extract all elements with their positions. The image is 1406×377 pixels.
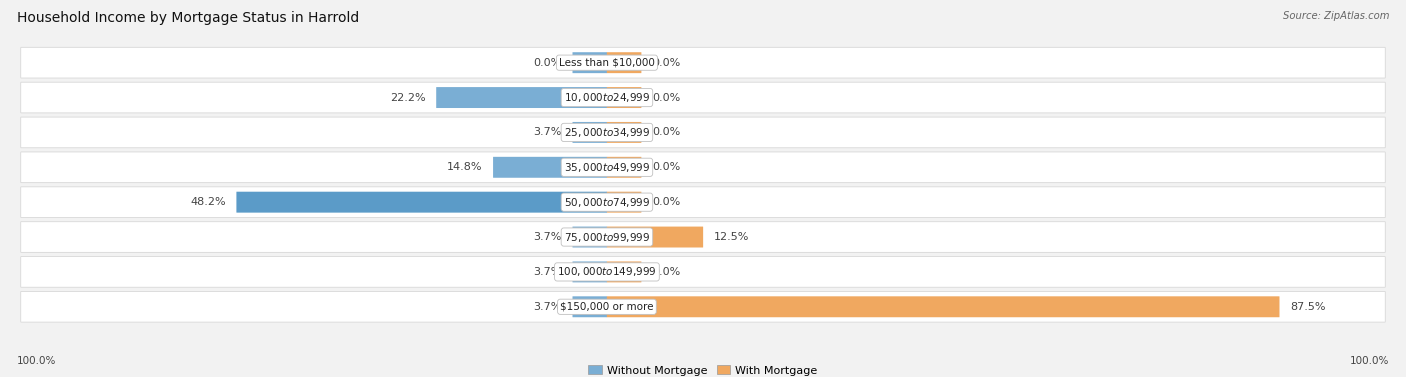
- FancyBboxPatch shape: [436, 87, 607, 108]
- FancyBboxPatch shape: [607, 227, 703, 248]
- FancyBboxPatch shape: [607, 262, 641, 282]
- FancyBboxPatch shape: [21, 48, 1385, 78]
- Text: Less than $10,000: Less than $10,000: [560, 58, 655, 68]
- FancyBboxPatch shape: [607, 122, 641, 143]
- Text: 0.0%: 0.0%: [652, 92, 681, 103]
- Text: 0.0%: 0.0%: [652, 267, 681, 277]
- FancyBboxPatch shape: [607, 192, 641, 213]
- Text: 100.0%: 100.0%: [17, 356, 56, 366]
- FancyBboxPatch shape: [21, 187, 1385, 218]
- FancyBboxPatch shape: [572, 227, 607, 248]
- Text: 3.7%: 3.7%: [533, 127, 561, 138]
- FancyBboxPatch shape: [21, 257, 1385, 287]
- Text: 100.0%: 100.0%: [1350, 356, 1389, 366]
- FancyBboxPatch shape: [607, 52, 641, 73]
- FancyBboxPatch shape: [494, 157, 607, 178]
- Text: 14.8%: 14.8%: [447, 162, 482, 172]
- Text: 3.7%: 3.7%: [533, 302, 561, 312]
- Text: 0.0%: 0.0%: [652, 162, 681, 172]
- FancyBboxPatch shape: [607, 296, 1279, 317]
- Text: 48.2%: 48.2%: [190, 197, 225, 207]
- FancyBboxPatch shape: [21, 152, 1385, 182]
- Text: $25,000 to $34,999: $25,000 to $34,999: [564, 126, 650, 139]
- Text: $150,000 or more: $150,000 or more: [560, 302, 654, 312]
- Text: 0.0%: 0.0%: [652, 197, 681, 207]
- FancyBboxPatch shape: [572, 296, 607, 317]
- Text: 0.0%: 0.0%: [533, 58, 561, 68]
- FancyBboxPatch shape: [21, 82, 1385, 113]
- Legend: Without Mortgage, With Mortgage: Without Mortgage, With Mortgage: [583, 361, 823, 377]
- FancyBboxPatch shape: [236, 192, 607, 213]
- Text: 12.5%: 12.5%: [714, 232, 749, 242]
- FancyBboxPatch shape: [572, 52, 607, 73]
- FancyBboxPatch shape: [21, 117, 1385, 148]
- FancyBboxPatch shape: [572, 122, 607, 143]
- FancyBboxPatch shape: [607, 87, 641, 108]
- Text: 87.5%: 87.5%: [1291, 302, 1326, 312]
- Text: $100,000 to $149,999: $100,000 to $149,999: [557, 265, 657, 278]
- Text: $75,000 to $99,999: $75,000 to $99,999: [564, 231, 650, 244]
- Text: $35,000 to $49,999: $35,000 to $49,999: [564, 161, 650, 174]
- FancyBboxPatch shape: [21, 222, 1385, 252]
- Text: Source: ZipAtlas.com: Source: ZipAtlas.com: [1282, 11, 1389, 21]
- Text: Household Income by Mortgage Status in Harrold: Household Income by Mortgage Status in H…: [17, 11, 359, 25]
- Text: 3.7%: 3.7%: [533, 267, 561, 277]
- Text: $10,000 to $24,999: $10,000 to $24,999: [564, 91, 650, 104]
- Text: 3.7%: 3.7%: [533, 232, 561, 242]
- Text: 22.2%: 22.2%: [389, 92, 426, 103]
- FancyBboxPatch shape: [607, 157, 641, 178]
- Text: 0.0%: 0.0%: [652, 58, 681, 68]
- FancyBboxPatch shape: [21, 291, 1385, 322]
- FancyBboxPatch shape: [572, 262, 607, 282]
- Text: 0.0%: 0.0%: [652, 127, 681, 138]
- Text: $50,000 to $74,999: $50,000 to $74,999: [564, 196, 650, 208]
